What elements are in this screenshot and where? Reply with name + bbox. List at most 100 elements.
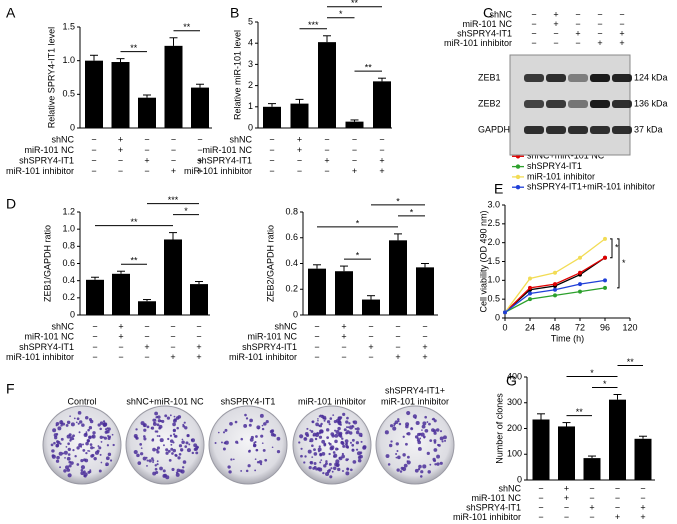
- condition-sign: +: [553, 9, 558, 19]
- condition-sign: −: [324, 166, 329, 176]
- colony: [410, 427, 414, 431]
- colony: [304, 437, 306, 440]
- colony: [317, 447, 322, 452]
- y-tick-label: 0.5: [62, 89, 75, 99]
- colony: [396, 450, 399, 453]
- colony: [399, 470, 403, 473]
- colony: [334, 429, 337, 432]
- colony: [85, 431, 88, 433]
- bar: [609, 399, 626, 480]
- colony: [157, 419, 161, 423]
- colony: [222, 447, 226, 451]
- blot-band: [612, 126, 632, 134]
- colony: [254, 458, 257, 461]
- colony: [240, 437, 244, 441]
- colony: [247, 464, 251, 468]
- blot-band: [524, 74, 544, 82]
- condition-sign: −: [297, 166, 302, 176]
- legend-marker: [515, 164, 521, 169]
- colony: [148, 459, 152, 463]
- bar: [85, 60, 103, 128]
- colony: [169, 434, 173, 437]
- condition-sign: −: [91, 134, 96, 144]
- condition-sign: −: [324, 134, 329, 144]
- condition-sign: −: [197, 134, 202, 144]
- dish: [292, 405, 372, 485]
- colony: [151, 457, 154, 460]
- bar: [345, 121, 364, 128]
- colony: [419, 437, 422, 440]
- colony: [270, 429, 275, 433]
- condition-sign: −: [352, 155, 357, 165]
- condition-sign: −: [597, 9, 602, 19]
- y-tick-label: 0: [517, 474, 522, 484]
- colony: [167, 449, 171, 453]
- colony: [162, 444, 165, 447]
- colony: [429, 463, 432, 466]
- condition-sign: −: [170, 342, 175, 352]
- colony: [392, 426, 397, 431]
- colony: [72, 434, 75, 438]
- condition-sign: −: [144, 134, 149, 144]
- colony: [255, 435, 258, 438]
- significance-label: **: [130, 217, 138, 227]
- significance-label: *: [184, 206, 188, 216]
- colony: [403, 463, 408, 468]
- condition-sign: +: [297, 145, 302, 155]
- y-tick-label: 0.4: [285, 258, 298, 268]
- y-tick-label: 0.2: [285, 284, 298, 294]
- colony: [309, 461, 314, 465]
- condition-sign: −: [619, 19, 624, 29]
- colony: [351, 448, 355, 452]
- colony: [55, 433, 59, 436]
- colony: [217, 431, 220, 434]
- bar: [558, 426, 575, 480]
- colony: [390, 440, 393, 443]
- colony: [172, 448, 177, 453]
- colony: [349, 441, 352, 444]
- colony: [90, 446, 94, 450]
- colony: [195, 451, 199, 455]
- colony: [74, 455, 77, 458]
- bar: [138, 301, 156, 315]
- colony: [312, 466, 316, 470]
- colony: [83, 470, 86, 474]
- colony: [230, 458, 233, 461]
- legend-label: shSPRY4-IT1+miR-101 inhibitor: [527, 182, 655, 192]
- point: [528, 285, 532, 290]
- y-tick-label: 2: [248, 80, 253, 90]
- colony: [338, 457, 341, 460]
- colony: [181, 438, 184, 441]
- colony: [429, 439, 433, 442]
- blot-band: [590, 74, 610, 82]
- bar: [190, 284, 208, 315]
- colony: [395, 456, 398, 459]
- bar: [318, 42, 336, 128]
- condition-sign: −: [575, 19, 580, 29]
- colony: [176, 426, 179, 430]
- colony: [387, 463, 391, 466]
- colony: [318, 424, 321, 427]
- colony: [441, 440, 444, 443]
- point: [528, 276, 532, 281]
- condition-sign: −: [269, 155, 274, 165]
- condition-sign: −: [531, 28, 536, 38]
- panel-letter: B: [230, 5, 239, 21]
- colony: [68, 433, 72, 437]
- colony: [155, 471, 159, 475]
- colony: [423, 435, 426, 439]
- colony: [432, 457, 436, 462]
- condition-sign: +: [171, 166, 176, 176]
- bar: [290, 103, 309, 128]
- colony: [111, 433, 114, 436]
- colony: [159, 438, 164, 443]
- colony: [260, 463, 263, 466]
- colony: [65, 446, 68, 448]
- condition-sign: −: [564, 503, 569, 513]
- colony: [91, 453, 95, 458]
- condition-sign: −: [144, 352, 149, 362]
- y-tick-label: 0.6: [285, 232, 298, 242]
- colony: [79, 420, 83, 424]
- colony: [311, 420, 315, 424]
- colony: [320, 422, 323, 426]
